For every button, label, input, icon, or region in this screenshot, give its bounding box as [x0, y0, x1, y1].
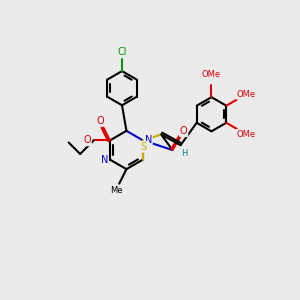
Text: O: O	[83, 135, 91, 146]
Text: H: H	[181, 149, 187, 158]
Text: N: N	[145, 135, 152, 146]
Text: OMe: OMe	[202, 70, 221, 79]
Text: S: S	[140, 142, 147, 152]
Text: OMe: OMe	[236, 90, 256, 99]
Text: Cl: Cl	[117, 47, 127, 57]
Text: Me: Me	[110, 186, 122, 195]
Text: N: N	[101, 154, 108, 165]
Text: O: O	[180, 126, 188, 136]
Text: OMe: OMe	[236, 130, 256, 139]
Text: O: O	[96, 116, 104, 126]
